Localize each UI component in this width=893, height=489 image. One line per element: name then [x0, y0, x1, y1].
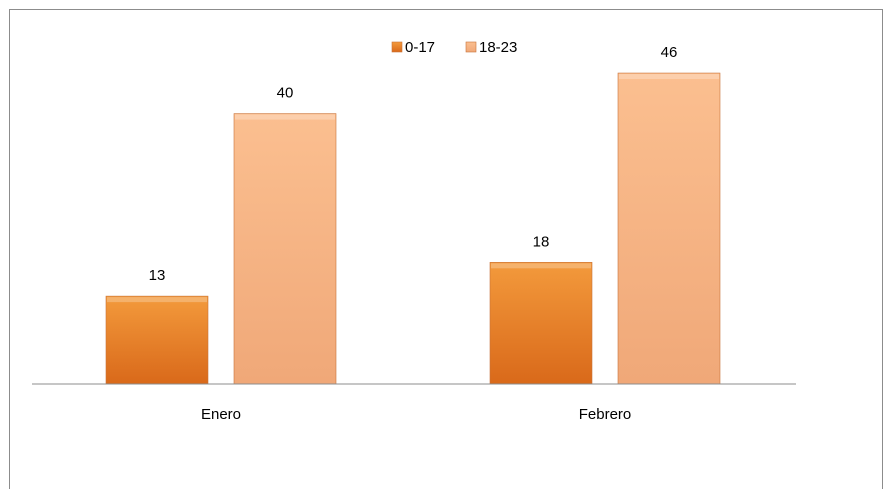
bar-highlight [619, 74, 719, 80]
data-label: 40 [277, 85, 294, 102]
legend-swatch [391, 41, 403, 53]
data-label: 13 [149, 267, 166, 284]
bar-enero-18-23 [233, 113, 337, 385]
bar-highlight [107, 297, 207, 303]
legend-label: 18-23 [479, 39, 517, 56]
x-tick-labels: Enero Febrero [201, 406, 631, 423]
legend-swatch [465, 41, 477, 53]
bar-highlight [491, 263, 591, 269]
data-label: 18 [533, 233, 550, 250]
data-label: 46 [661, 44, 678, 61]
bar-febrero-0-17 [489, 262, 593, 385]
legend-label: 0-17 [405, 39, 435, 56]
legend: 0-17 18-23 [391, 39, 517, 56]
data-labels: 13 40 18 46 [149, 44, 678, 284]
bars [105, 72, 721, 385]
bar-febrero-18-23 [617, 72, 721, 385]
chart-frame [9, 9, 883, 489]
bar-highlight [235, 114, 335, 120]
bar-enero-0-17 [105, 295, 209, 385]
x-tick-label: Febrero [579, 406, 632, 423]
x-tick-label: Enero [201, 406, 241, 423]
